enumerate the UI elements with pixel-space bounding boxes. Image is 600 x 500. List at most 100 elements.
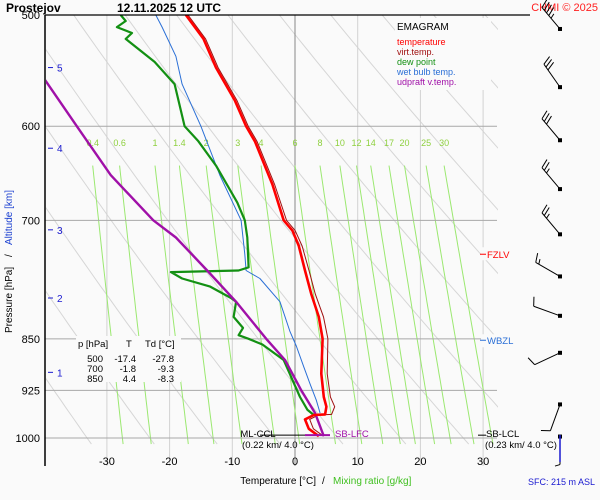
- wind-barb: [540, 402, 562, 432]
- wind-barb: [527, 350, 562, 366]
- wind-barb: [541, 204, 562, 237]
- y-axis-title-sep: /: [4, 254, 15, 257]
- wind-barb-station: [558, 26, 562, 31]
- altitude-tick-label: 5: [57, 64, 63, 75]
- dry-adiabat-line: [381, 15, 498, 149]
- dry-adiabat-line: [227, 15, 498, 341]
- pressure-tick-label: 850: [22, 334, 40, 346]
- series-udpraft-v-temp-line: [46, 79, 325, 437]
- station-title: Prostejov: [6, 1, 61, 15]
- x-axis-title-temperature: Temperature [°C]: [240, 476, 316, 487]
- wind-barb-staff: [541, 118, 561, 141]
- mixing-ratio-line: [443, 165, 494, 445]
- table-cell: 700: [87, 364, 103, 375]
- wind-barb: [541, 0, 562, 31]
- wind-barb-feather: [535, 253, 539, 263]
- altitude-tick-labels: 1 2 3 4 5: [48, 64, 63, 379]
- wind-barb: [533, 296, 562, 318]
- temperature-tick-label: -20: [162, 456, 178, 468]
- altitude-tick-label: 2: [57, 294, 63, 305]
- table-header: T: [126, 339, 132, 350]
- ml-ccl-label: ML-CCL: [240, 429, 275, 440]
- table-header: Td [°C]: [145, 339, 175, 350]
- wind-barb-half-feather: [550, 13, 555, 19]
- altitude-tick-label: 4: [57, 144, 63, 155]
- wind-barb-feather: [543, 207, 550, 216]
- wind-barb-staff: [541, 167, 561, 190]
- mixing-ratio-label: 0.4: [86, 138, 99, 148]
- wind-barb-staff: [549, 404, 561, 431]
- series-dew-point-line: [115, 15, 315, 416]
- wbzl-bg: [481, 334, 523, 348]
- x-axis-title-sep: /: [322, 476, 325, 487]
- mixing-ratio-label: 8: [318, 138, 323, 148]
- surface-label: SFC: 215 m ASL: [528, 477, 595, 487]
- mixing-ratio-line: [294, 165, 336, 445]
- sb-lcl-label: SB-LCL: [486, 429, 519, 440]
- pressure-tick-label: 500: [22, 10, 40, 22]
- table-cell: -27.8: [152, 354, 174, 365]
- table-cell: 850: [87, 374, 103, 385]
- mixing-ratio-label: 12: [351, 138, 361, 148]
- wind-barb: [541, 110, 562, 143]
- mixing-ratio-label: 10: [335, 138, 345, 148]
- altitude-tick-label: 3: [57, 226, 63, 237]
- wind-barb-feather: [543, 1, 550, 11]
- data-table-bg: [76, 336, 181, 382]
- table-cell: -8.3: [158, 374, 174, 385]
- wind-barb-station: [558, 402, 562, 407]
- mixing-ratio-line: [92, 165, 124, 445]
- mixing-ratio-labels: 0.4 0.6 1 1.4 2 3 4 6 8 10 12 14 17 20 25 30: [86, 138, 449, 148]
- wind-barb-station: [558, 187, 562, 192]
- mixing-ratio-label: 17: [384, 138, 394, 148]
- series-wet-bulb-temp-line: [155, 15, 321, 414]
- wind-barb-half-feather: [554, 464, 561, 467]
- sounding-series: [46, 15, 336, 438]
- wind-barb-feather: [545, 59, 553, 68]
- mixing-ratio-label: 4: [259, 138, 264, 148]
- wind-barbs: [527, 0, 562, 467]
- time-title: 12.11.2025 12 UTC: [117, 1, 221, 15]
- wind-barb-half-feather: [538, 258, 541, 265]
- sb-lfc-label: SB-LFC: [335, 429, 369, 440]
- wbzl-label: WBZL: [487, 336, 513, 347]
- copyright: CHMI © 2025: [531, 2, 598, 14]
- y-axis-title-altitude: Altitude [km]: [4, 190, 15, 245]
- wind-barb-station: [558, 138, 562, 143]
- y-axis-title-pressure: Pressure [hPa]: [4, 267, 15, 333]
- ml-ccl-sub: (0.22 km/ 4.0 °C): [242, 440, 314, 451]
- legend-box: [395, 18, 491, 90]
- legend-item: wet bulb temp.: [396, 67, 456, 77]
- pressure-tick-labels: 500 600 700 850 925 1000: [16, 10, 40, 445]
- wind-barb-feather: [541, 110, 548, 120]
- temperature-tick-label: -10: [224, 456, 240, 468]
- mixing-ratio-lines: [92, 165, 494, 445]
- mixing-ratio-line: [119, 165, 152, 445]
- wind-barb-feather: [546, 115, 552, 125]
- mixing-ratio-line: [370, 165, 416, 445]
- wind-barb-station: [558, 313, 562, 318]
- table-cell: 4.4: [123, 374, 136, 385]
- mixing-ratio-label: 30: [439, 138, 449, 148]
- table-cell: 500: [87, 354, 103, 365]
- wind-barb-feather: [543, 56, 550, 65]
- isobar-grid: [45, 125, 497, 439]
- wind-barb-staff: [534, 352, 561, 366]
- data-table: p [hPa] T Td [°C] 500 -17.4 -27.8 700 -1.8 -9.3 8…: [78, 339, 175, 385]
- fzlv-label: FZLV: [487, 250, 510, 261]
- mixing-ratio-label: 1.4: [173, 138, 186, 148]
- wind-barb: [541, 159, 562, 192]
- temperature-tick-labels: -30 -20 -10 0 10 20 30: [99, 456, 489, 468]
- wind-barb-staff: [533, 305, 561, 317]
- dry-adiabat-line: [330, 15, 498, 211]
- wind-barb-station: [558, 232, 562, 237]
- temperature-tick-label: 0: [292, 456, 298, 468]
- wind-barb-feather: [541, 0, 548, 8]
- table-header: p [hPa]: [78, 339, 108, 350]
- wind-barb-feather: [541, 204, 548, 214]
- level-markers: FZLV WBZL ML-CCL(0.22 km/ 4.0 °C) SB-LFC SB-…: [240, 247, 557, 451]
- mixing-ratio-label: 25: [421, 138, 431, 148]
- wind-barb-feather: [541, 159, 548, 168]
- wind-barb-staff: [541, 212, 561, 235]
